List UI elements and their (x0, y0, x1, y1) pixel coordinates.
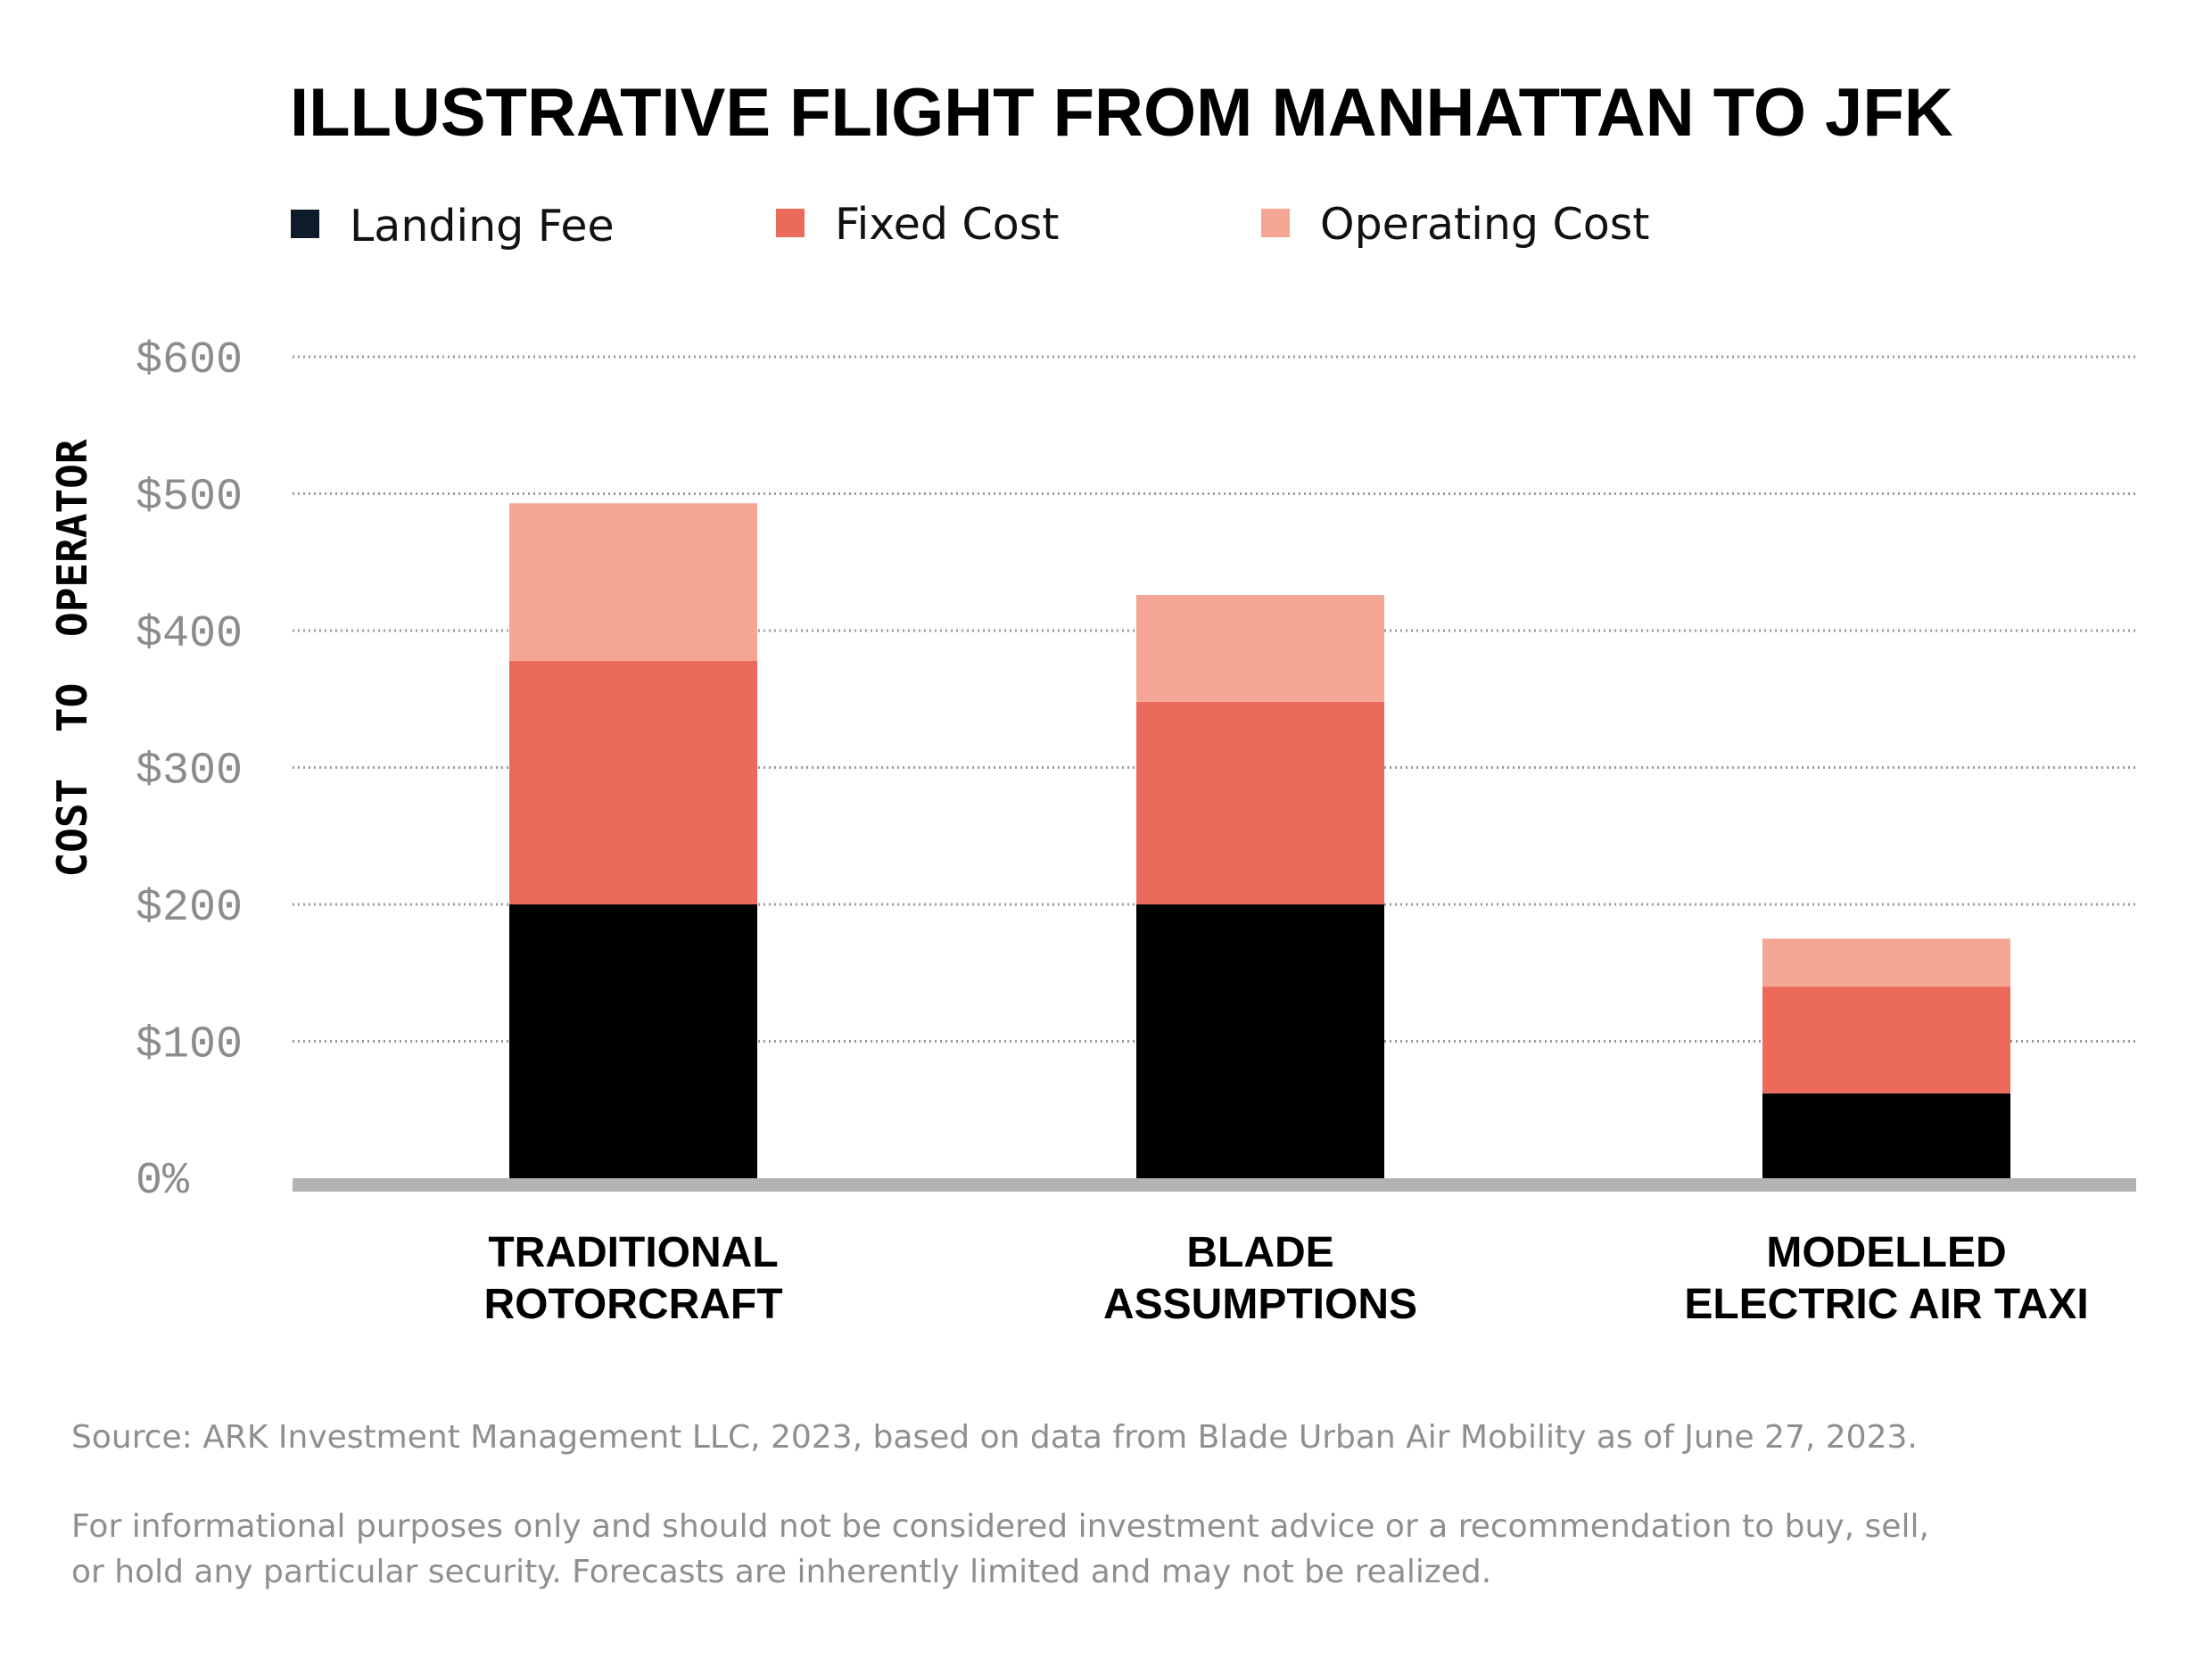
source-note: Source: ARK Investment Management LLC, 2… (71, 1419, 1918, 1456)
bar-segment-landing-fee (509, 904, 757, 1178)
bar-segment-operating-cost (509, 503, 757, 661)
y-tick-label: $500 (136, 473, 243, 524)
legend-swatch-fixed-cost (776, 209, 805, 237)
disclaimer-line-1: For informational purposes only and shou… (71, 1508, 1929, 1545)
chart-title: ILLUSTRATIVE FLIGHT FROM MANHATTAN TO JF… (290, 75, 1953, 151)
y-tick-label: $300 (136, 747, 243, 797)
x-category-label: MODELLED (1766, 1229, 2006, 1276)
legend: Landing Fee Fixed Cost Operating Cost (291, 199, 1650, 252)
y-tick-label: $600 (136, 335, 243, 386)
x-category-label: TRADITIONAL (488, 1229, 778, 1276)
x-category-label: ROTORCRAFT (483, 1281, 782, 1328)
legend-label-fixed-cost: Fixed Cost (835, 199, 1059, 250)
bar-segment-fixed-cost (1136, 701, 1384, 904)
bar-segment-fixed-cost (1762, 986, 2010, 1094)
legend-swatch-operating-cost (1261, 209, 1290, 237)
y-axis-label: COST TO OPERATOR (48, 439, 96, 877)
x-category-label: ASSUMPTIONS (1103, 1281, 1417, 1328)
x-category-label: BLADE (1186, 1229, 1333, 1276)
bar-segment-fixed-cost (509, 660, 757, 904)
x-axis-baseline (293, 1178, 2136, 1192)
y-tick-label: $400 (136, 609, 243, 660)
bar-segment-operating-cost (1136, 595, 1384, 702)
y-tick-label: $100 (136, 1020, 243, 1071)
bar-segment-landing-fee (1136, 904, 1384, 1178)
y-tick-label: 0% (136, 1156, 190, 1207)
legend-label-operating-cost: Operating Cost (1320, 199, 1650, 250)
disclaimer-line-2: or hold any particular security. Forecas… (71, 1554, 1491, 1590)
legend-label-landing-fee: Landing Fee (350, 201, 615, 252)
y-tick-labels: 0% $100 $200 $300 $400 $500 $600 (136, 335, 243, 1207)
bar-segment-landing-fee (1762, 1093, 2010, 1178)
category-labels: TRADITIONAL ROTORCRAFT BLADE ASSUMPTIONS MOD… (483, 1229, 2088, 1328)
bar-segment-operating-cost (1762, 938, 2010, 987)
y-tick-label: $200 (136, 883, 243, 934)
legend-swatch-landing-fee (291, 210, 319, 238)
bars (509, 503, 2010, 1178)
x-category-label: ELECTRIC AIR TAXI (1684, 1281, 2088, 1328)
